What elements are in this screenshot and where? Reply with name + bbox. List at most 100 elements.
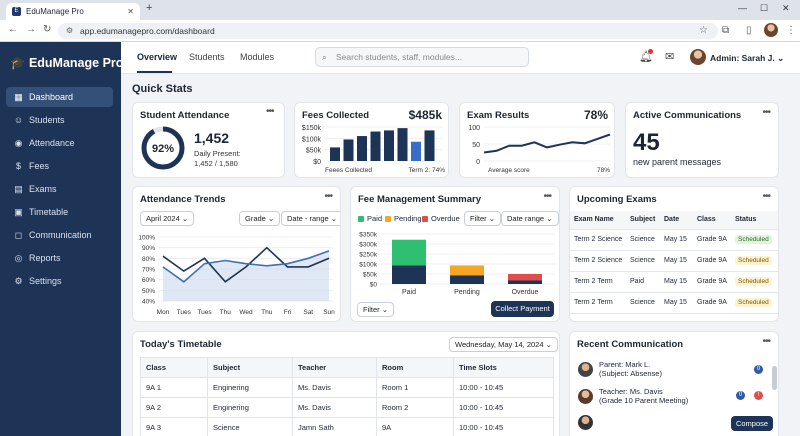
chevron-down-icon: ⌄ bbox=[546, 214, 553, 223]
more-options-icon[interactable]: ••• bbox=[762, 107, 770, 118]
back-icon[interactable]: ← bbox=[8, 24, 18, 35]
message-item[interactable]: Parent: Mark L. (Subject: Absense) bbox=[599, 360, 662, 378]
minimize-icon[interactable]: — bbox=[738, 3, 747, 13]
extensions-icon[interactable]: ⧉ bbox=[722, 25, 730, 36]
quick-stats-title: Quick Stats bbox=[132, 83, 193, 95]
table-row[interactable]: Term 2 Term Science May 15 Grade 9A Sche… bbox=[570, 292, 778, 314]
more-options-icon[interactable]: ••• bbox=[762, 336, 770, 347]
table-row[interactable]: Term 2 Science Science May 15 Grade 9A S… bbox=[570, 250, 778, 272]
message-subject: (Subject: Absense) bbox=[599, 369, 662, 378]
sidebar-item-settings[interactable]: ⚙ Settings bbox=[6, 271, 113, 291]
fee-date-range-select[interactable]: Date range ⌄ bbox=[501, 211, 559, 226]
sidebar-item-fees[interactable]: $ Fees bbox=[6, 156, 113, 176]
sidebar-item-dashboard[interactable]: ▦ Dashboard bbox=[6, 87, 113, 107]
sidebar-item-label: Dashboard bbox=[29, 92, 74, 102]
brand-logo[interactable]: 🎓 EduManage Pro bbox=[10, 56, 123, 70]
tab-students[interactable]: Students bbox=[189, 52, 225, 62]
close-tab-icon[interactable]: ✕ bbox=[127, 7, 134, 16]
card-title: Today's Timetable bbox=[140, 339, 222, 350]
teacher-cell: Jamn Sath bbox=[292, 417, 377, 436]
sidebar-item-exams[interactable]: ▤ Exams bbox=[6, 179, 113, 199]
more-options-icon[interactable]: ••• bbox=[762, 191, 770, 202]
timetable-date-select[interactable]: Wednesday, May 14, 2024 ⌄ bbox=[449, 337, 558, 352]
reload-icon[interactable]: ↻ bbox=[43, 24, 52, 35]
x-tick-label: Sat bbox=[303, 309, 313, 316]
bookmark-star-icon[interactable]: ☆ bbox=[699, 25, 708, 36]
more-options-icon[interactable]: ••• bbox=[324, 191, 332, 202]
bottom-filter-select[interactable]: Filter ⌄ bbox=[357, 302, 395, 317]
card-title: Student Attendance bbox=[140, 110, 230, 121]
sidebar-item-label: Reports bbox=[29, 253, 61, 263]
grid-icon: ▦ bbox=[14, 92, 23, 102]
date-range-select[interactable]: Date - range ⌄ bbox=[281, 211, 340, 226]
address-bar[interactable]: ⚙ app.edumanagepro.com/dashboard bbox=[58, 23, 718, 39]
more-options-icon[interactable]: ••• bbox=[543, 191, 551, 202]
browser-tab[interactable]: E EduManage Pro ✕ bbox=[6, 3, 140, 20]
table-row[interactable]: Term 2 Science Science May 15 Grade 9A S… bbox=[570, 229, 778, 251]
x-tick-label: Wed bbox=[239, 309, 253, 316]
legend-label: Paid bbox=[367, 214, 383, 223]
fee-bar bbox=[370, 131, 381, 161]
sidebar-item-students[interactable]: ☺ Students bbox=[6, 110, 113, 130]
scrollbar[interactable] bbox=[772, 366, 777, 390]
alert-icon: ! bbox=[754, 391, 763, 400]
avatar[interactable] bbox=[690, 49, 706, 65]
y-tick-label: 0 bbox=[476, 159, 480, 166]
user-menu[interactable]: Admin: Sarah J. ⌄ bbox=[710, 53, 784, 64]
search-input[interactable]: ⌕ Search students, staff, modules... bbox=[315, 47, 529, 67]
new-tab-icon[interactable]: + bbox=[146, 2, 153, 14]
sidebar-item-attendance[interactable]: ◉ Attendance bbox=[6, 133, 113, 153]
sidebar-item-reports[interactable]: ◎ Reports bbox=[6, 248, 113, 268]
column-header: Teacher bbox=[292, 357, 377, 378]
date-cell: May 15 bbox=[660, 271, 693, 293]
close-window-icon[interactable]: ✕ bbox=[782, 3, 790, 13]
month-select[interactable]: April 2024 ⌄ bbox=[140, 211, 195, 226]
column-header: Exam Name bbox=[570, 211, 626, 230]
status-cell: Scheduled bbox=[731, 271, 778, 293]
sidebar-item-communication[interactable]: ◻ Communication bbox=[6, 225, 113, 245]
fee-bar bbox=[330, 147, 340, 161]
sidebar-item-label: Communication bbox=[29, 230, 92, 240]
y-tick-label: 40% bbox=[142, 299, 155, 306]
site-info-icon[interactable]: ⚙ bbox=[66, 26, 74, 35]
status-cell: Scheduled bbox=[731, 250, 778, 272]
fee-filter-select[interactable]: Filter ⌄ bbox=[464, 211, 502, 226]
x-tick-label: Paid bbox=[402, 289, 416, 296]
browser-menu-icon[interactable]: ⋮ bbox=[786, 25, 796, 36]
unread-count-badge: 0 bbox=[736, 391, 745, 400]
mail-icon[interactable]: ✉ bbox=[665, 51, 675, 63]
sidepanel-icon[interactable]: ▯ bbox=[746, 25, 752, 36]
compose-button[interactable]: Compose bbox=[731, 416, 773, 431]
url-text: app.edumanagepro.com/dashboard bbox=[80, 26, 215, 36]
card-title: Exam Results bbox=[467, 110, 530, 121]
table-row[interactable]: Term 2 Term Paid May 15 Grade 9A Schedul… bbox=[570, 271, 778, 293]
more-options-icon[interactable]: ••• bbox=[266, 106, 275, 117]
select-value: Date - range bbox=[287, 214, 329, 223]
collect-payment-button[interactable]: Collect Payment bbox=[491, 301, 554, 317]
tab-modules[interactable]: Modules bbox=[240, 52, 275, 62]
legend-swatch bbox=[422, 216, 428, 223]
tab-overview[interactable]: Overview bbox=[137, 52, 178, 62]
legend-label: Overdue bbox=[431, 214, 460, 223]
subject-cell: Enginering bbox=[207, 397, 293, 418]
table-row[interactable]: 9A 2 Enginering Ms. Davis Room 2 10:00 -… bbox=[140, 397, 554, 418]
profile-avatar[interactable] bbox=[764, 23, 778, 37]
communications-label: new parent messages bbox=[633, 157, 722, 167]
table-header-row: Class Subject Teacher Room Time Slots bbox=[140, 357, 554, 378]
fee-bar-segment bbox=[392, 239, 426, 266]
message-item[interactable]: Teacher: Ms. Davis (Grade 10 Parent Meeti… bbox=[599, 387, 688, 405]
sidebar-item-timetable[interactable]: ▣ Timetable bbox=[6, 202, 113, 222]
x-axis-label: Average score bbox=[488, 167, 530, 174]
subject-cell: Paid bbox=[626, 271, 660, 293]
maximize-icon[interactable]: ☐ bbox=[760, 3, 769, 13]
notification-bell-icon[interactable]: 🔔︎ bbox=[639, 51, 653, 63]
table-row[interactable]: 9A 3 Science Jamn Sath 9A 10:00 - 10:45 bbox=[140, 417, 554, 436]
sidebar-item-label: Timetable bbox=[29, 207, 69, 217]
chevron-down-icon: ⌄ bbox=[267, 214, 275, 223]
upcoming-exams-table: Exam Name Subject Date Class Status Term… bbox=[570, 211, 778, 314]
forward-icon[interactable]: → bbox=[26, 24, 36, 35]
fee-bar bbox=[343, 139, 354, 161]
grade-select[interactable]: Grade ⌄ bbox=[239, 211, 281, 226]
table-row[interactable]: 9A 1 Enginering Ms. Davis Room 1 10:00 -… bbox=[140, 377, 554, 398]
column-header: Subject bbox=[207, 357, 293, 378]
